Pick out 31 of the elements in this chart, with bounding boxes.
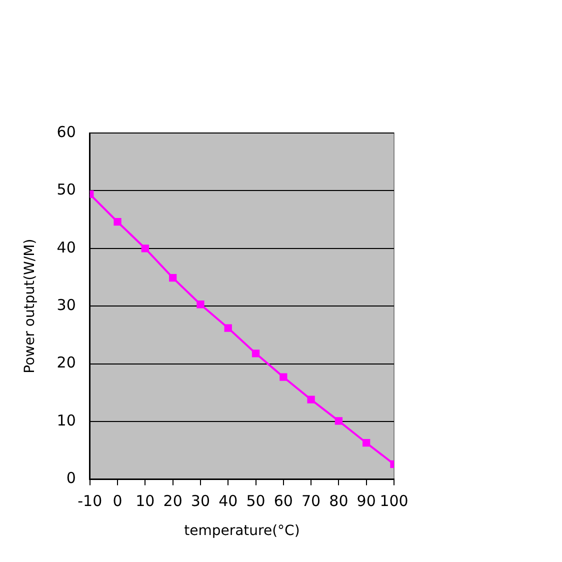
- point: [280, 373, 288, 381]
- point: [252, 350, 260, 358]
- x-tick-label: 80: [329, 492, 348, 510]
- x-tick-label: 100: [380, 492, 408, 510]
- point: [196, 300, 204, 308]
- point: [169, 274, 177, 282]
- y-tick-label: 10: [56, 411, 76, 430]
- point: [141, 244, 150, 252]
- x-tick-label: 40: [218, 492, 238, 510]
- x-tick-label: 50: [246, 492, 266, 510]
- y-tick-label: 30: [56, 296, 76, 314]
- point: [114, 218, 122, 226]
- point: [334, 417, 343, 425]
- y-tick-label: 20: [56, 354, 76, 372]
- y-axis-title: Power output(W/M): [22, 238, 38, 374]
- y-tick-label: 0: [66, 469, 76, 488]
- x-tick-label: -10: [78, 492, 102, 510]
- point: [307, 396, 315, 404]
- y-tick-label: 60: [56, 122, 76, 141]
- x-tick-label: 90: [356, 492, 376, 510]
- y-tick-label: 50: [56, 180, 76, 199]
- x-tick-label: 30: [190, 492, 210, 510]
- x-axis-title: temperature(°C): [184, 523, 300, 540]
- point: [362, 439, 370, 447]
- y-tick-label: 40: [56, 238, 76, 256]
- point: [224, 324, 232, 332]
- x-tick-label: 20: [163, 492, 182, 510]
- x-tick-label: 0: [112, 492, 122, 510]
- x-tick-label: 60: [274, 492, 293, 510]
- x-tick-label: 10: [136, 492, 155, 510]
- x-tick-label: 70: [302, 492, 321, 510]
